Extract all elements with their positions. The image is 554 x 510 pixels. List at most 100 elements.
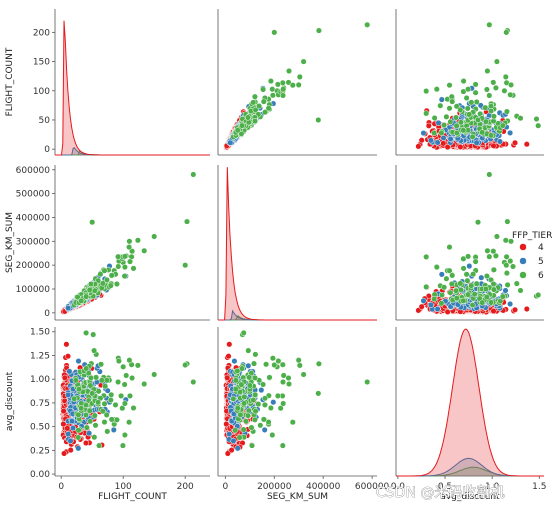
scatter-point-tier-6 (251, 118, 259, 125)
scatter-point-tier-6 (121, 273, 128, 280)
scatter-point-tier-6 (470, 271, 477, 278)
scatter-point-tier-6 (126, 419, 133, 426)
scatter-point-tier-6 (465, 253, 472, 260)
scatter-point-tier-5 (67, 437, 74, 444)
scatter-point-tier-5 (69, 425, 77, 432)
scatter-point-tier-6 (438, 300, 445, 307)
scatter-point-tier-6 (130, 404, 137, 412)
scatter-point-tier-6 (96, 442, 103, 449)
scatter-point-tier-5 (110, 426, 117, 433)
scatter-point-tier-6 (423, 253, 430, 260)
scatter-point-tier-6 (251, 93, 258, 100)
scatter-point-tier-6 (502, 237, 509, 244)
scatter-point-tier-6 (472, 258, 479, 265)
scatter-point-tier-6 (87, 280, 94, 288)
scatter-point-tier-6 (493, 58, 500, 65)
scatter-point-tier-6 (482, 285, 489, 293)
scatter-point-tier-4 (63, 341, 70, 348)
scatter-point-tier-6 (115, 378, 122, 386)
scatter-point-tier-6 (487, 132, 495, 139)
scatter-point-tier-6 (509, 263, 517, 270)
scatter-point-tier-6 (482, 118, 489, 125)
scatter-point-tier-6 (503, 270, 510, 277)
kde-line-tier-4 (218, 167, 377, 321)
scatter-point-tier-6 (141, 380, 148, 388)
scatter-point-tier-6 (433, 264, 440, 271)
scatter-point-tier-6 (438, 291, 446, 299)
x-tick-label: 200 (177, 482, 194, 492)
scatter-point-tier-5 (75, 358, 82, 365)
panel-FLIGHT_COUNT-vs-avg_discount (395, 9, 544, 156)
scatter-point-tier-6 (126, 244, 133, 251)
scatter-point-tier-6 (120, 363, 127, 370)
scatter-point-tier-6 (446, 244, 453, 251)
scatter-point-tier-6 (457, 280, 464, 287)
y-tick-label: 0 (44, 145, 50, 155)
scatter-point-tier-6 (261, 109, 269, 116)
scatter-point-tier-6 (513, 280, 520, 287)
scatter-point-tier-6 (483, 294, 490, 301)
scatter-point-tier-5 (466, 263, 473, 270)
scatter-point-tier-6 (182, 262, 189, 269)
scatter-point-tier-6 (75, 386, 83, 393)
scatter-point-tier-6 (244, 114, 252, 121)
scatter-point-tier-6 (296, 73, 303, 80)
scatter-point-tier-5 (66, 368, 73, 375)
scatter-point-tier-4 (523, 141, 530, 148)
scatter-point-tier-4 (511, 139, 519, 146)
scatter-point-tier-6 (487, 299, 495, 306)
y-tick-label: 50 (39, 116, 51, 126)
scatter-point-tier-6 (87, 382, 94, 389)
scatter-point-tier-4 (64, 353, 72, 360)
scatter-point-tier-4 (457, 143, 464, 150)
scatter-point-tier-5 (86, 430, 93, 437)
scatter-point-tier-6 (89, 390, 96, 397)
scatter-point-tier-6 (447, 118, 454, 125)
scatter-point-tier-6 (473, 98, 480, 106)
scatter-point-tier-6 (91, 347, 98, 354)
panel-avg_discount-vs-FLIGHT_COUNT: 0.000.250.500.751.001.251.500 100 200 (30, 327, 210, 492)
scatter-point-tier-4 (490, 142, 497, 149)
scatter-point-tier-6 (474, 116, 482, 124)
scatter-point-tier-6 (103, 377, 110, 384)
scatter-point-tier-6 (92, 422, 99, 429)
scatter-point-tier-6 (460, 78, 467, 85)
scatter-point-tier-5 (420, 297, 427, 304)
scatter-point-tier-5 (502, 287, 509, 294)
y-tick-label: 0.00 (30, 470, 50, 480)
scatter-point-tier-6 (468, 99, 475, 106)
scatter-point-tier-6 (90, 331, 97, 338)
scatter-point-tier-6 (490, 113, 497, 120)
scatter-point-tier-6 (457, 106, 464, 113)
scatter-point-tier-6 (503, 108, 510, 115)
scatter-point-tier-6 (289, 82, 296, 89)
scatter-point-tier-6 (443, 113, 450, 120)
scatter-point-tier-6 (443, 275, 450, 282)
scatter-point-tier-6 (78, 297, 85, 304)
scatter-point-tier-6 (474, 219, 482, 226)
scatter-point-tier-6 (441, 122, 448, 129)
scatter-point-tier-6 (499, 293, 506, 300)
scatter-point-tier-6 (469, 133, 476, 140)
scatter-point-tier-6 (121, 381, 128, 388)
scatter-point-tier-6 (269, 92, 276, 99)
y-tick-label: 150 (33, 58, 50, 68)
scatter-point-tier-6 (471, 291, 478, 298)
scatter-point-tier-5 (507, 300, 514, 308)
scatter-point-tier-5 (496, 138, 503, 145)
scatter-point-tier-4 (490, 308, 497, 315)
kde-fill-tier-4 (218, 167, 377, 320)
scatter-point-tier-6 (130, 265, 137, 272)
scatter-point-tier-6 (115, 357, 122, 365)
scatter-point-tier-6 (493, 233, 500, 240)
scatter-point-tier-6 (260, 98, 267, 105)
scatter-point-tier-6 (72, 377, 79, 384)
scatter-point-tier-6 (83, 329, 90, 336)
scatter-point-tier-6 (126, 392, 134, 399)
scatter-point-tier-6 (108, 272, 115, 279)
scatter-point-tier-6 (151, 233, 158, 240)
scatter-point-tier-6 (183, 218, 191, 225)
scatter-point-tier-6 (102, 383, 109, 390)
scatter-point-tier-6 (98, 377, 105, 384)
